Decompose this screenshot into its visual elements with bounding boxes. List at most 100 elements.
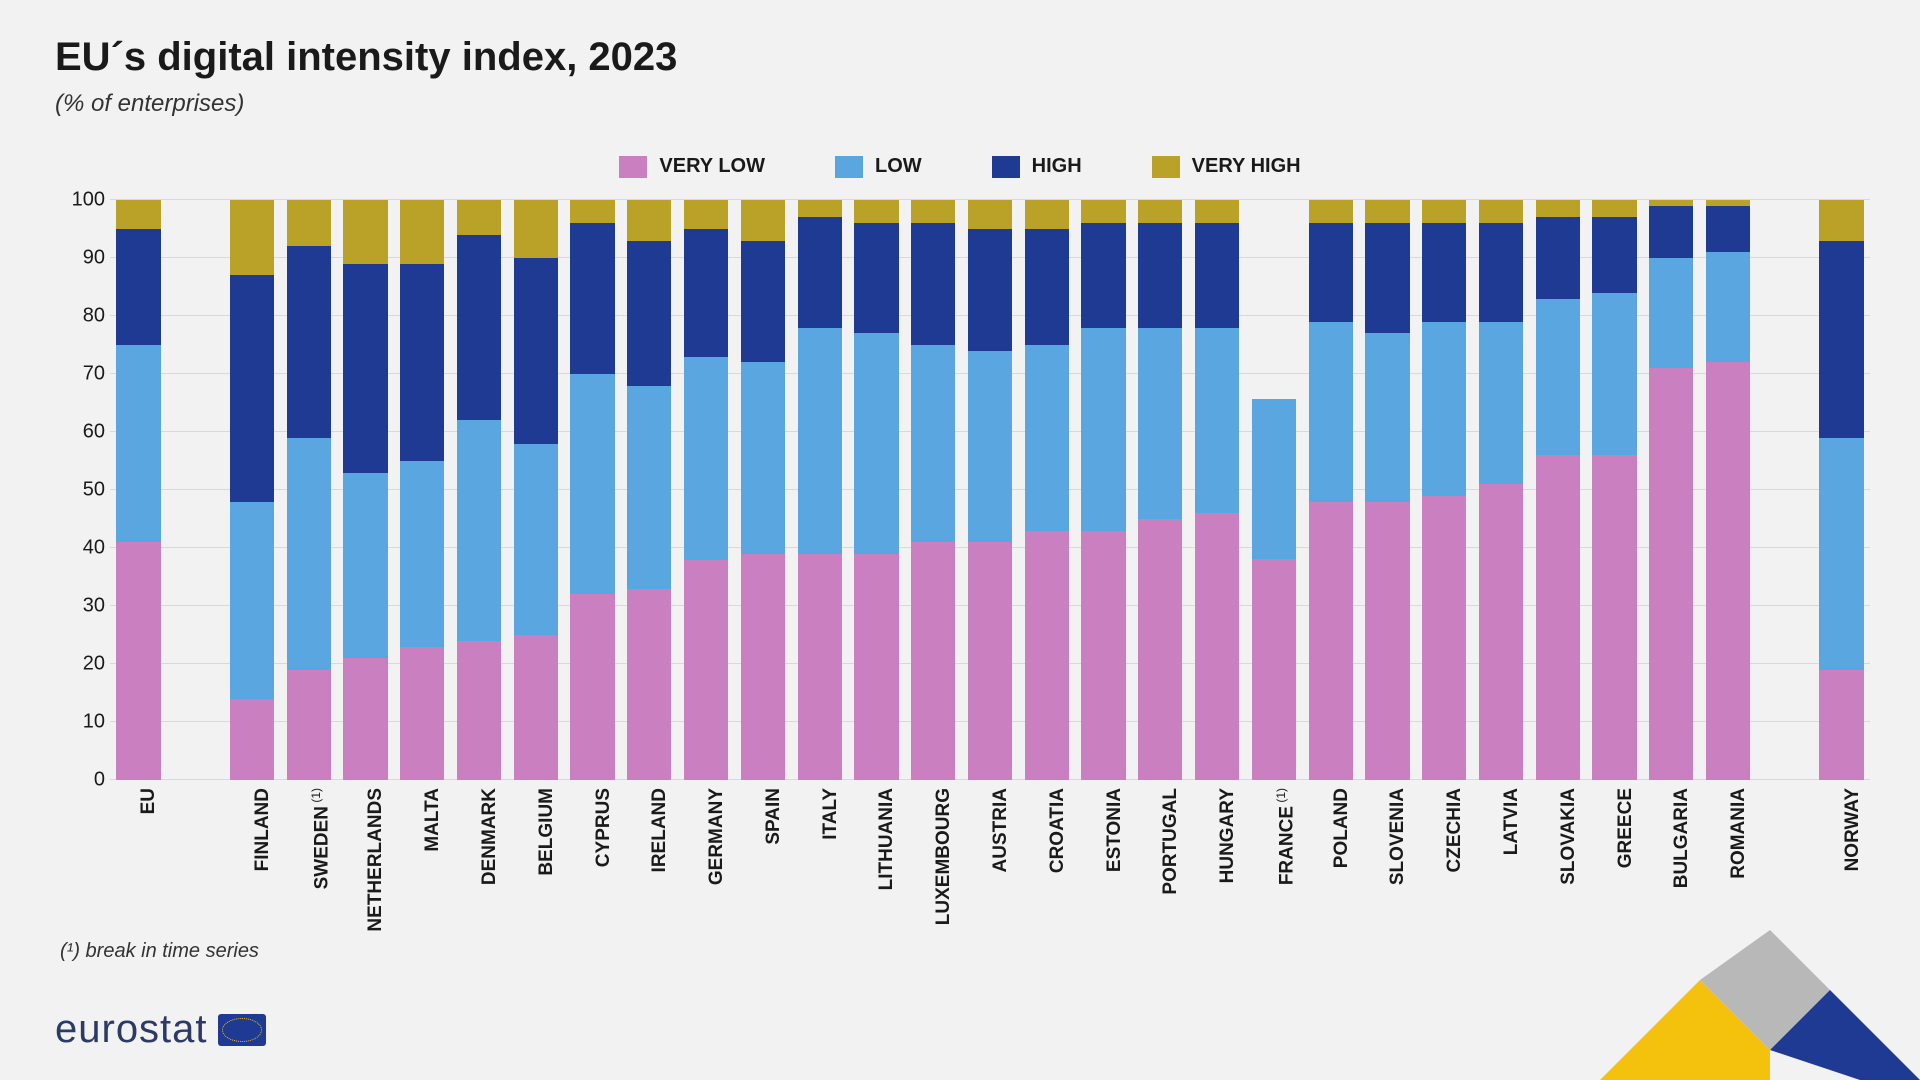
legend-item: LOW: [835, 155, 922, 178]
bar-slot: NORWAY: [1819, 200, 1863, 780]
stacked-bar: [1252, 310, 1296, 780]
bar-segment: [287, 200, 331, 246]
bar-segment: [1195, 223, 1239, 327]
bar-segment: [400, 461, 444, 647]
y-tick-label: 50: [55, 479, 105, 502]
eurostat-logo: eurostat: [55, 1007, 266, 1052]
legend-swatch: [619, 156, 647, 178]
bar-segment: [116, 542, 160, 780]
bar-slot: DENMARK: [457, 200, 501, 780]
bar-segment: [1138, 328, 1182, 519]
bar-segment: [1195, 328, 1239, 514]
bar-segment: [1365, 502, 1409, 780]
y-tick-label: 90: [55, 247, 105, 270]
x-axis-label: AUSTRIA: [990, 780, 1012, 872]
bar-slot: FINLAND: [230, 200, 274, 780]
legend: VERY LOWLOWHIGHVERY HIGH: [0, 155, 1920, 178]
bar-segment: [116, 229, 160, 345]
bar-segment: [854, 333, 898, 553]
x-axis-label: CYPRUS: [593, 780, 615, 867]
bar-segment: [1309, 322, 1353, 502]
bar-segment: [911, 200, 955, 223]
y-tick-label: 30: [55, 595, 105, 618]
bars-container: EUFINLANDSWEDEN (1)NETHERLANDSMALTADENMA…: [110, 200, 1870, 780]
bar-slot: MALTA: [400, 200, 444, 780]
y-tick-label: 0: [55, 769, 105, 792]
bar-segment: [343, 658, 387, 780]
bar-segment: [1195, 513, 1239, 780]
bar-segment: [1479, 484, 1523, 780]
bar-segment: [1025, 531, 1069, 780]
bar-slot: POLAND: [1309, 200, 1353, 780]
bar-segment: [968, 229, 1012, 351]
legend-label: VERY LOW: [659, 155, 765, 178]
bar-segment: [116, 200, 160, 229]
bar-segment: [230, 699, 274, 780]
bar-segment: [343, 200, 387, 264]
bar-segment: [1081, 200, 1125, 223]
bar-slot: PORTUGAL: [1138, 200, 1182, 780]
y-tick-label: 10: [55, 711, 105, 734]
bar-segment: [1819, 438, 1863, 670]
bar-segment: [1479, 322, 1523, 484]
bar-segment: [1536, 455, 1580, 780]
x-axis-label: BULGARIA: [1671, 780, 1693, 888]
x-axis-label: BELGIUM: [536, 780, 558, 876]
bar-slot: IRELAND: [627, 200, 671, 780]
x-axis-label: LITHUANIA: [876, 780, 898, 890]
bar-segment: [1536, 200, 1580, 217]
bar-segment: [1025, 229, 1069, 345]
bar-segment: [968, 351, 1012, 542]
stacked-bar: [1309, 200, 1353, 780]
bar-segment: [343, 473, 387, 659]
legend-label: LOW: [875, 155, 922, 178]
bar-segment: [1819, 200, 1863, 241]
x-axis-label: ESTONIA: [1104, 780, 1126, 872]
bar-segment: [1081, 531, 1125, 780]
bar-segment: [741, 241, 785, 363]
bar-segment: [1706, 362, 1750, 780]
y-tick-label: 20: [55, 653, 105, 676]
stacked-bar: [1025, 200, 1069, 780]
bar-segment: [230, 275, 274, 501]
x-axis-label: CZECHIA: [1444, 780, 1466, 872]
x-axis-label: FRANCE (1): [1274, 780, 1298, 885]
legend-label: HIGH: [1032, 155, 1082, 178]
stacked-bar: [1649, 200, 1693, 780]
x-axis-label: HUNGARY: [1217, 780, 1239, 883]
x-axis-label: LUXEMBOURG: [933, 780, 955, 925]
stacked-bar: [116, 200, 160, 780]
x-axis-label: NORWAY: [1842, 780, 1864, 871]
bar-segment: [1365, 223, 1409, 333]
bar-segment: [1819, 670, 1863, 780]
x-axis-label: SWEDEN (1): [309, 780, 333, 889]
corner-graphic-icon: [1540, 920, 1920, 1080]
stacked-bar: [911, 200, 955, 780]
bar-segment: [570, 594, 614, 780]
bar-segment: [911, 542, 955, 780]
bar-slot: HUNGARY: [1195, 200, 1239, 780]
eurostat-wordmark: eurostat: [55, 1007, 208, 1052]
stacked-bar: [230, 200, 274, 780]
stacked-bar: [514, 200, 558, 780]
bar-segment: [1479, 200, 1523, 223]
bar-segment: [1309, 502, 1353, 780]
bar-segment: [343, 264, 387, 473]
bar-segment: [116, 345, 160, 542]
bar-segment: [287, 438, 331, 670]
x-axis-label: PORTUGAL: [1160, 780, 1182, 895]
y-tick-label: 60: [55, 421, 105, 444]
x-axis-label: NETHERLANDS: [365, 780, 387, 932]
bar-segment: [741, 362, 785, 553]
bar-segment: [1592, 217, 1636, 292]
stacked-bar: [1422, 200, 1466, 780]
bar-segment: [400, 264, 444, 461]
bar-segment: [570, 200, 614, 223]
footnote: (¹) break in time series: [60, 940, 259, 963]
x-axis-label: FINLAND: [252, 780, 274, 871]
bar-slot: SLOVENIA: [1365, 200, 1409, 780]
bar-segment: [684, 357, 728, 560]
bar-slot: ROMANIA: [1706, 200, 1750, 780]
x-axis-label: MALTA: [422, 780, 444, 852]
bar-segment: [854, 223, 898, 333]
